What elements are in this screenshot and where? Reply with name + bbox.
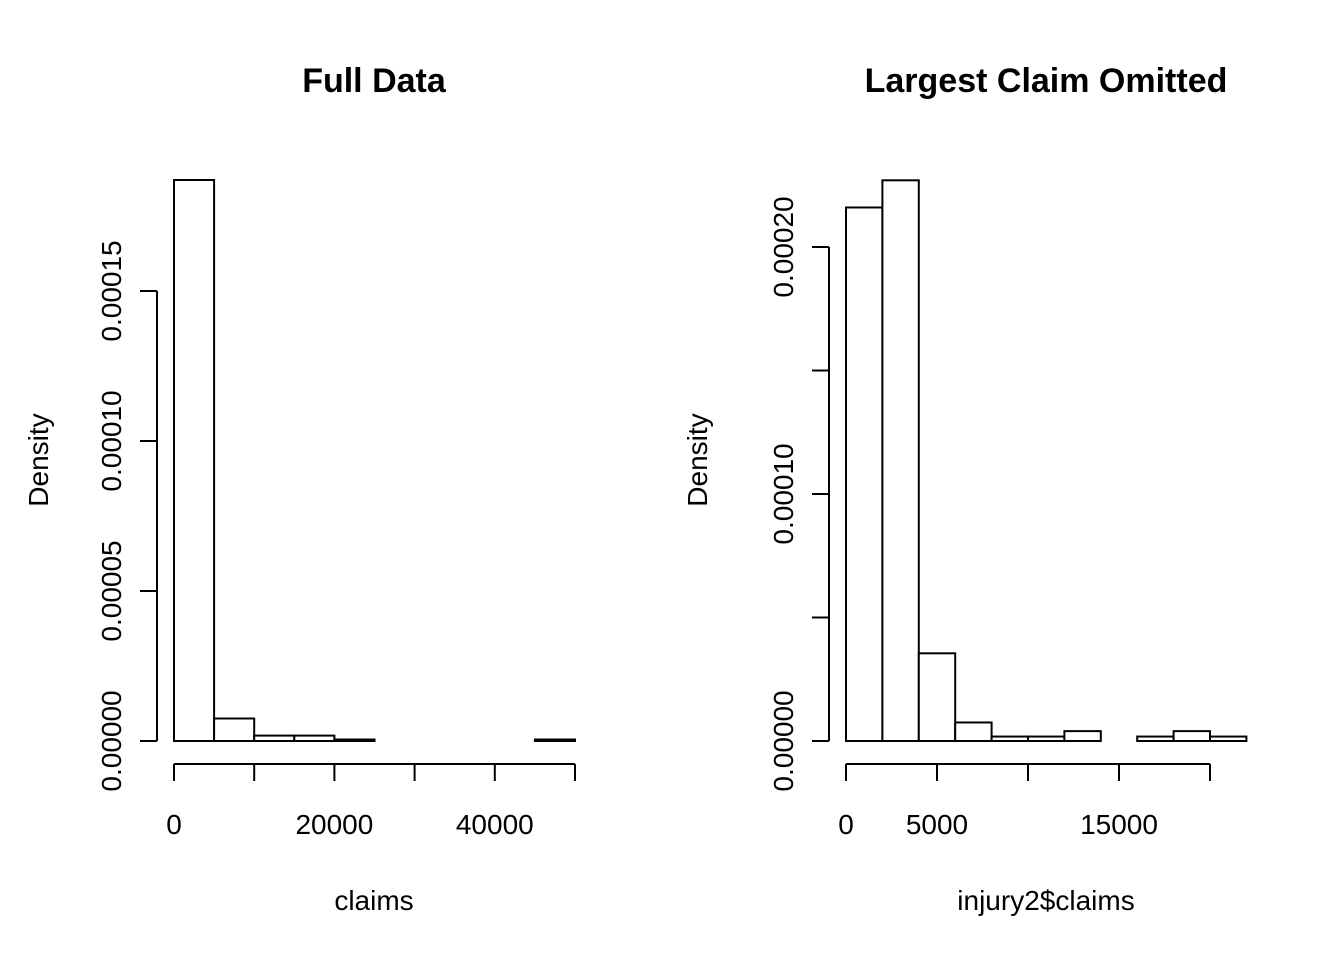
x-tick-label: 0 [838, 809, 854, 840]
histogram-bar [845, 206, 884, 743]
panel2-xlabel: injury2$claims [957, 885, 1134, 916]
y-tick-label: 0.00000 [96, 690, 127, 791]
histogram-bar [1172, 730, 1211, 742]
histogram-bar [1063, 730, 1102, 742]
panel2-title: Largest Claim Omitted [865, 62, 1228, 100]
histogram-bar [917, 652, 957, 742]
x-tick-label: 40000 [456, 809, 534, 840]
panel-largest-claim-omitted: Largest Claim Omitted Density injury2$cl… [682, 62, 1248, 916]
panel2-ylabel: Density [682, 413, 713, 506]
x-tick-label: 20000 [295, 809, 373, 840]
histogram-bar [333, 738, 376, 742]
histogram-bar [293, 734, 336, 742]
histogram-bar [954, 721, 993, 742]
y-tick-label: 0.00000 [768, 690, 799, 791]
panel1-bars [173, 179, 577, 742]
histogram-bar [881, 179, 920, 742]
histogram-bar [1027, 735, 1066, 743]
histogram-bar [533, 738, 577, 742]
panel1-y-axis: 0.00000 0.00005 0.00010 0.00015 [96, 240, 158, 792]
panel-full-data: Full Data Density claims 0.000000.000050… [23, 62, 577, 916]
histogram-bar [990, 735, 1029, 743]
x-tick-label: 5000 [906, 809, 968, 840]
panel1-title: Full Data [302, 62, 447, 100]
x-tick-label: 0 [166, 809, 182, 840]
panel1-xlabel: claims [334, 885, 413, 916]
histogram-bar [1209, 735, 1248, 743]
y-tick-label: 0.00015 [96, 240, 127, 341]
histogram-bar [1136, 735, 1175, 743]
x-tick-label: 15000 [1080, 809, 1158, 840]
panel1-x-axis: 0 20000 40000 [166, 763, 576, 840]
histogram-bar [213, 717, 256, 742]
panel1-ylabel: Density [23, 413, 54, 506]
y-tick-label: 0.00005 [96, 540, 127, 641]
panel2-bars [845, 179, 1248, 743]
panel2-x-axis: 0 5000 15000 [838, 763, 1211, 840]
y-tick-label: 0.00010 [768, 443, 799, 544]
histogram-bar [253, 734, 296, 742]
histogram-bar [173, 179, 216, 742]
y-tick-label: 0.00020 [768, 196, 799, 297]
y-tick-label: 0.00010 [96, 390, 127, 491]
panel2-y-axis: 0.00000 0.00010 0.00020 [768, 196, 830, 792]
